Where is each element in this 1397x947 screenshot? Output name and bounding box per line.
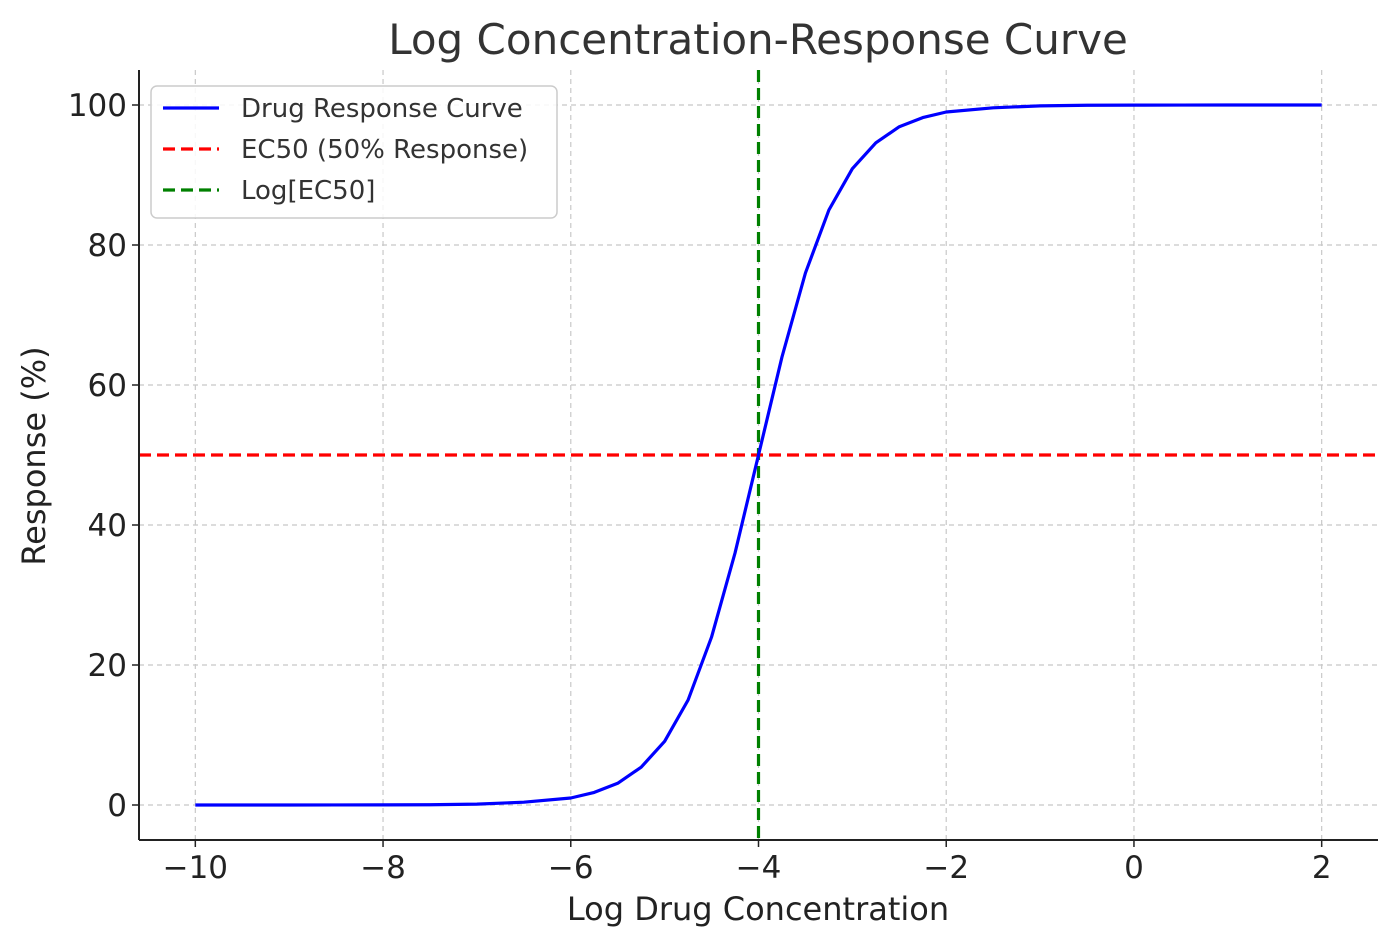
legend-box: [150, 85, 558, 219]
x-tick-label: 2: [1312, 850, 1332, 886]
legend: Drug Response Curve EC50 (50% Response) Lo…: [150, 85, 558, 219]
y-tick-label: 80: [88, 228, 127, 264]
x-tick-label: −10: [163, 850, 228, 886]
y-tick-label: 100: [68, 88, 127, 124]
legend-label-ec50: EC50 (50% Response): [241, 135, 528, 165]
y-tick-label: 40: [88, 508, 127, 544]
x-tick-label: −8: [360, 850, 406, 886]
chart-title: Log Concentration-Response Curve: [388, 15, 1128, 64]
x-tick-label: −6: [548, 850, 594, 886]
series-line-drug-response-curve: [195, 103, 1322, 807]
y-tick-label: 60: [88, 368, 127, 404]
y-tick-label: 0: [107, 788, 127, 824]
legend-label-log-ec50: Log[EC50]: [241, 176, 375, 206]
x-axis-label: Log Drug Concentration: [567, 890, 949, 928]
x-tick-label: −4: [736, 850, 782, 886]
y-tick-label: 20: [88, 648, 127, 684]
x-tick-label: 0: [1124, 850, 1144, 886]
legend-label-drug-response-curve: Drug Response Curve: [241, 94, 523, 124]
series-lines: [195, 103, 1322, 807]
x-tick-label: −2: [923, 850, 969, 886]
y-axis-label: Response (%): [15, 346, 53, 565]
